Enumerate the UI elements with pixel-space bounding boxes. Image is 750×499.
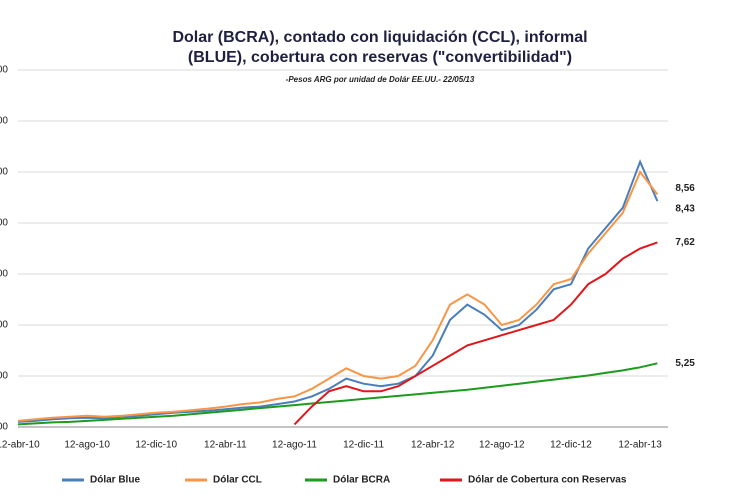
x-tick-label: 12-dic-10	[135, 440, 177, 451]
y-tick-label: 7,00	[0, 269, 8, 280]
legend-label: Dólar CCL	[213, 475, 262, 486]
y-tick-label: 8,00	[0, 218, 8, 229]
data-label: 8,56	[675, 183, 695, 194]
chart-title: Dolar (BCRA), contado con liquidación (C…	[172, 29, 588, 66]
x-tick-label: 12-abr-13	[618, 440, 662, 451]
x-tick-label: 12-dic-11	[343, 440, 384, 451]
x-tick-label: 12-ago-12	[479, 440, 525, 451]
data-label: 5,25	[675, 358, 695, 369]
series-line	[17, 170, 659, 422]
legend-label: Dólar de Cobertura con Reservas	[468, 475, 627, 486]
legend-label: Dólar Blue	[90, 475, 140, 486]
y-tick-label: 10,00	[0, 116, 8, 127]
data-label: 7,62	[675, 237, 695, 248]
chart-subtitle: -Pesos ARG por unidad de Dolár EE.UU.- 2…	[285, 75, 475, 84]
series-line	[17, 362, 658, 426]
y-tick-label: 11,00	[0, 65, 8, 76]
legend-label: Dólar BCRA	[333, 475, 390, 486]
x-tick-label: 12-dic-12	[550, 440, 592, 451]
series-line	[17, 159, 659, 423]
x-tick-label: 12-ago-11	[272, 440, 317, 451]
data-label: 8,43	[675, 204, 695, 215]
y-tick-label: 9,00	[0, 167, 8, 178]
y-tick-label: 6,00	[0, 320, 8, 331]
x-tick-label: 12-abr-11	[204, 440, 247, 451]
series-line	[293, 241, 658, 426]
y-tick-label: 4,00	[0, 422, 8, 433]
x-tick-label: 12-abr-12	[411, 440, 455, 451]
x-tick-label: 12-abr-10	[0, 440, 40, 451]
y-tick-label: 5,00	[0, 371, 8, 382]
x-tick-label: 12-ago-10	[64, 440, 110, 451]
